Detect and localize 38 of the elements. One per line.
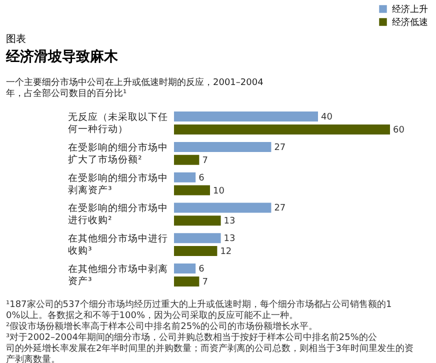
data-label: 6: [198, 264, 205, 275]
data-label: 27: [274, 142, 286, 153]
data-label: 7: [202, 156, 208, 166]
chart-subtitle: 一个主要细分市场中公司在上升或低速时期的反应，2001–2004年，占全部公司数目的百分比¹: [6, 77, 264, 99]
text: 经济滑坡导致麻木: [5, 48, 119, 65]
bar: [174, 233, 221, 244]
bar: [174, 185, 210, 196]
legend-label: 经济低速: [392, 17, 428, 28]
legend-label: 经济上升: [392, 4, 428, 15]
data-label: 40: [321, 112, 333, 123]
y-tick-label: 在受影响的细分市场中扩大了市场份额²: [68, 141, 168, 166]
y-tick-label: 在受影响的细分市场中进行收购²: [68, 202, 168, 226]
bar: [174, 112, 318, 122]
data-label: 7: [202, 277, 208, 288]
data-label: 13: [224, 216, 236, 227]
data-label: 27: [274, 204, 286, 214]
y-tick-label: 在其他细分市场中进行收购³: [68, 232, 168, 257]
data-label: 60: [393, 125, 405, 136]
data-label: 13: [224, 234, 236, 244]
text: ³对于2002–2004年期间的细分市场，公司并购总数相当于按好于样本公司中排名前25%的公司的外延增长率发展在2年半时间里的并购数量；而资产剥离的公司总数，则相当于3年时间里发生的资产剥离数量。: [6, 332, 414, 363]
bar: [174, 202, 272, 213]
bar: [174, 142, 272, 152]
bar: [174, 172, 196, 182]
y-tick-label: 在其他细分市场中剥离资产³: [68, 263, 168, 287]
text: ²假设市场份额增长率高于样本公司中排名前25%的公司的市场份额增长水平。: [6, 321, 318, 332]
data-label: 12: [220, 247, 232, 258]
data-label: 10: [213, 186, 225, 196]
bar: [174, 264, 196, 274]
bar: [174, 246, 218, 256]
text: ¹187家公司的537个细分市场均经历过重大的上升或低速时期，每个细分市场都占公司销售额的10%以上。各数据之和不等于100%，因为公司采取的反应可能不止一种。: [6, 299, 392, 321]
y-tick-label: 无反应（未采取以下任何一种行动）: [68, 111, 168, 135]
bar: [174, 154, 200, 165]
bar: [174, 276, 200, 286]
y-tick-label: 在受影响的细分市场中剥离资产³: [68, 172, 168, 196]
bar: [174, 216, 221, 226]
bar: [174, 124, 390, 134]
text: 图表: [6, 33, 26, 45]
data-label: 6: [198, 173, 205, 184]
